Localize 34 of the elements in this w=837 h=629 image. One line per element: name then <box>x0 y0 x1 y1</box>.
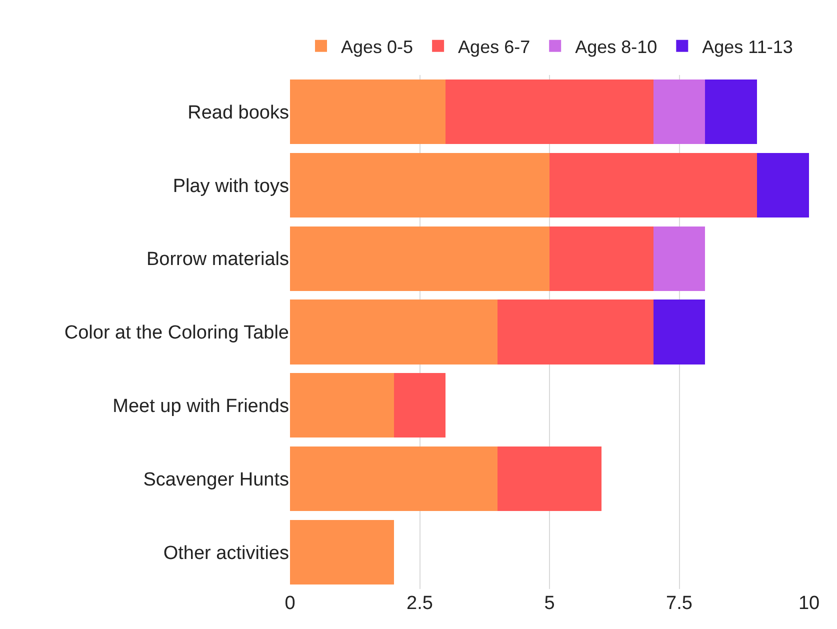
bar <box>550 226 654 291</box>
x-tick-label: 2.5 <box>406 593 433 614</box>
y-tick-label: Borrow materials <box>146 249 289 270</box>
legend-label: Ages 6-7 <box>458 36 530 57</box>
bar <box>653 79 706 144</box>
y-tick-label: Play with toys <box>172 176 289 197</box>
bar <box>446 79 654 144</box>
legend-label: Ages 11-13 <box>702 36 793 57</box>
y-tick-label: Color at the Coloring Table <box>64 322 289 344</box>
bar <box>290 300 498 364</box>
x-tick-label: 7.5 <box>666 593 692 614</box>
bar <box>290 226 550 291</box>
bar <box>394 373 446 438</box>
bar <box>290 152 550 218</box>
y-tick-label: Read books <box>188 102 289 124</box>
bar <box>653 226 706 291</box>
bar <box>290 79 446 144</box>
bar <box>290 520 394 585</box>
bar <box>550 152 758 218</box>
bar <box>498 446 602 512</box>
y-tick-label: Meet up with Friends <box>112 396 289 418</box>
y-tick-label: Other activities <box>163 542 289 564</box>
bar <box>498 300 654 364</box>
y-tick-label: Scavenger Hunts <box>143 470 289 491</box>
x-tick-label: 5 <box>544 593 555 614</box>
x-tick-label: 0 <box>284 593 296 614</box>
legend-label: Ages 8-10 <box>575 36 658 57</box>
bar <box>757 152 809 218</box>
legend-label: Ages 0-5 <box>341 36 414 57</box>
bar <box>705 79 758 144</box>
bar <box>653 300 706 364</box>
bar <box>290 373 394 438</box>
x-tick-label: 10 <box>798 593 820 614</box>
bar <box>290 446 498 512</box>
